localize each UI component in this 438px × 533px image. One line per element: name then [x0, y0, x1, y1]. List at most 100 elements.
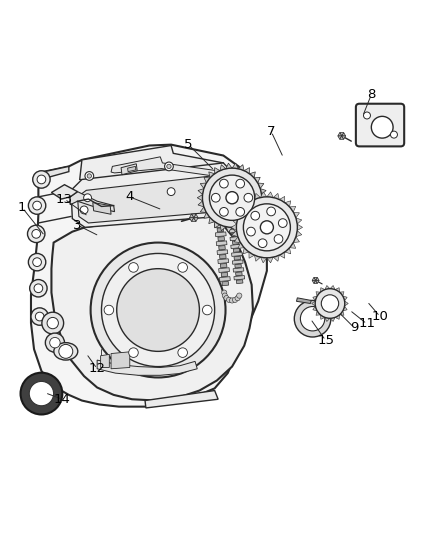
Polygon shape — [213, 205, 224, 210]
Polygon shape — [343, 306, 347, 311]
Polygon shape — [204, 177, 210, 183]
Polygon shape — [209, 217, 215, 224]
Polygon shape — [338, 133, 342, 136]
Circle shape — [165, 162, 173, 171]
Polygon shape — [316, 292, 321, 296]
Circle shape — [237, 197, 297, 258]
Polygon shape — [293, 212, 300, 218]
Polygon shape — [254, 193, 261, 199]
Polygon shape — [233, 248, 240, 252]
Polygon shape — [335, 315, 339, 319]
Circle shape — [219, 191, 224, 197]
Polygon shape — [31, 144, 267, 407]
Polygon shape — [51, 209, 253, 400]
Polygon shape — [250, 217, 255, 224]
Circle shape — [247, 227, 255, 236]
Text: 9: 9 — [350, 321, 358, 334]
Circle shape — [29, 382, 53, 406]
Polygon shape — [238, 206, 244, 212]
Polygon shape — [335, 288, 339, 292]
Polygon shape — [191, 218, 196, 222]
Polygon shape — [189, 218, 194, 222]
Circle shape — [226, 297, 232, 302]
Circle shape — [230, 201, 235, 206]
Polygon shape — [218, 259, 229, 263]
Text: 7: 7 — [267, 125, 276, 138]
Polygon shape — [260, 189, 266, 195]
Polygon shape — [238, 243, 244, 248]
Polygon shape — [194, 218, 198, 222]
Polygon shape — [215, 222, 220, 228]
Circle shape — [28, 225, 45, 243]
Polygon shape — [219, 277, 230, 281]
Polygon shape — [321, 288, 325, 292]
Polygon shape — [230, 209, 236, 213]
Polygon shape — [232, 230, 238, 237]
Polygon shape — [312, 280, 316, 284]
Circle shape — [237, 293, 242, 298]
Polygon shape — [78, 175, 239, 223]
Polygon shape — [232, 233, 238, 237]
Polygon shape — [229, 229, 240, 233]
Polygon shape — [254, 213, 260, 218]
Circle shape — [178, 348, 187, 358]
Polygon shape — [215, 232, 226, 237]
Polygon shape — [312, 301, 315, 306]
Text: 13: 13 — [56, 192, 73, 206]
Text: 5: 5 — [184, 138, 193, 151]
Circle shape — [35, 312, 44, 321]
Text: 8: 8 — [367, 88, 375, 101]
Polygon shape — [273, 255, 279, 261]
Polygon shape — [215, 223, 225, 228]
Polygon shape — [313, 296, 317, 301]
Polygon shape — [222, 281, 229, 286]
Polygon shape — [197, 195, 203, 201]
Circle shape — [91, 243, 226, 377]
Polygon shape — [330, 317, 335, 321]
Circle shape — [300, 306, 325, 331]
Polygon shape — [243, 201, 249, 207]
Polygon shape — [220, 165, 226, 171]
Polygon shape — [261, 257, 267, 263]
Text: 3: 3 — [73, 219, 82, 232]
Circle shape — [59, 344, 73, 358]
Text: 4: 4 — [126, 190, 134, 204]
Polygon shape — [231, 224, 237, 230]
Polygon shape — [111, 352, 130, 369]
Polygon shape — [321, 315, 325, 319]
Polygon shape — [221, 272, 228, 277]
Circle shape — [104, 305, 114, 315]
Circle shape — [33, 258, 42, 266]
Polygon shape — [342, 133, 346, 136]
Polygon shape — [273, 193, 279, 199]
Circle shape — [28, 254, 46, 271]
Polygon shape — [261, 195, 267, 201]
Polygon shape — [97, 360, 197, 375]
Circle shape — [251, 212, 260, 220]
Circle shape — [215, 177, 223, 185]
Circle shape — [321, 295, 339, 312]
Text: 14: 14 — [54, 393, 71, 406]
Polygon shape — [230, 236, 241, 241]
Polygon shape — [312, 277, 316, 280]
Polygon shape — [93, 203, 111, 214]
Circle shape — [226, 192, 238, 204]
Polygon shape — [233, 268, 244, 272]
Polygon shape — [217, 250, 228, 255]
Circle shape — [47, 318, 58, 329]
Polygon shape — [216, 241, 227, 246]
Polygon shape — [227, 205, 237, 209]
Polygon shape — [314, 280, 318, 284]
Polygon shape — [127, 166, 136, 172]
Polygon shape — [209, 172, 215, 178]
Circle shape — [364, 112, 371, 119]
Circle shape — [129, 263, 138, 272]
Text: 11: 11 — [358, 318, 375, 330]
Circle shape — [33, 201, 42, 210]
Circle shape — [222, 293, 227, 298]
Circle shape — [167, 188, 175, 196]
Circle shape — [225, 191, 230, 197]
Circle shape — [222, 290, 227, 295]
Polygon shape — [194, 214, 198, 218]
Circle shape — [167, 164, 171, 168]
